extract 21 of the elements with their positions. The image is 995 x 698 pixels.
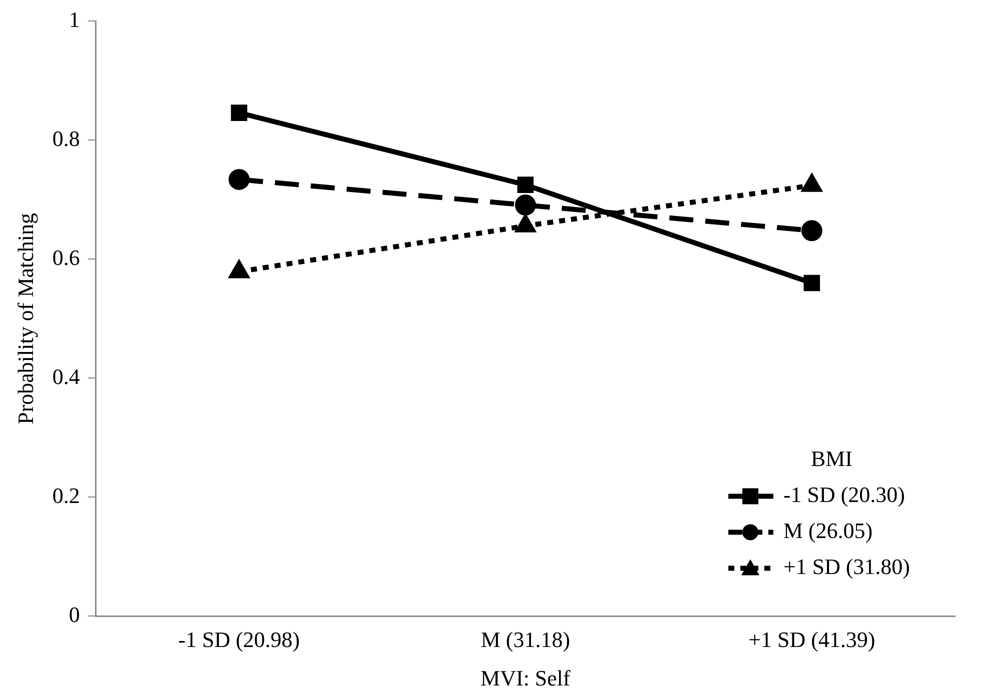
point [804,274,820,292]
y-tick-label: 0.8 [52,126,80,151]
legend-label: +1 SD (31.80) [783,554,910,579]
point [230,104,248,121]
legend-title: BMI [810,446,852,471]
y-tick-label: 0.2 [52,482,80,508]
y-tick-label: 0.4 [52,364,80,389]
y-tick-label: 0.6 [52,244,80,270]
legend-label: M (26.05) [783,518,873,543]
y-axis-title: Probability of Matching [12,212,38,424]
point [801,220,822,242]
point [514,194,536,216]
point [517,176,534,193]
y-tick-label: 1 [68,6,80,32]
legend-label: -1 SD (20.30) [783,482,905,507]
x-tick-label: +1 SD (41.39) [748,627,876,652]
x-tick-label: -1 SD (20.98) [178,627,300,652]
y-tick-label: 0 [68,602,80,627]
x-axis-title: MVI: Self [480,666,572,691]
point [228,168,250,190]
x-tick-label: M (31.18) [480,627,570,652]
